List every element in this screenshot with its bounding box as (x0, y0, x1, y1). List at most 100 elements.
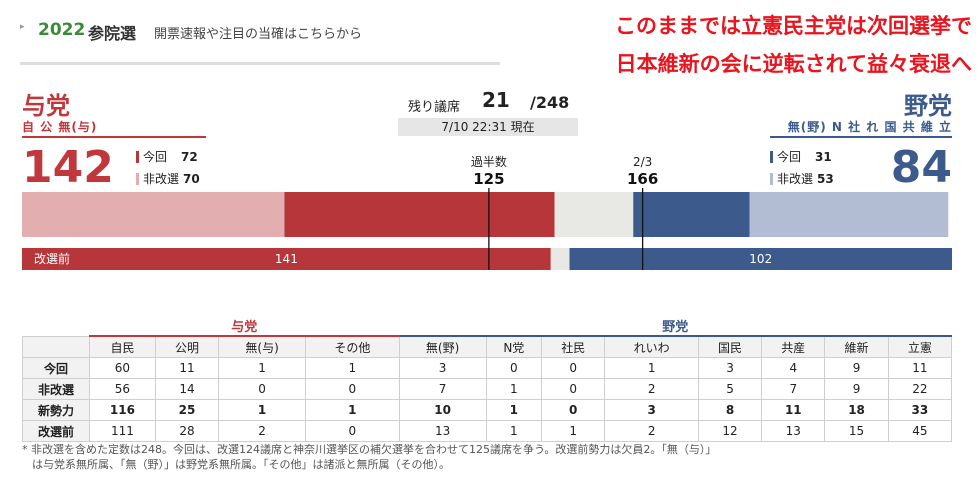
table-cell: 56 (89, 378, 156, 400)
group-opposition-label: 野党 (662, 319, 689, 335)
table-corner (22, 315, 90, 336)
table-cell: 3 (398, 357, 487, 379)
overlay-caption-line2: 日本維新の会に逆転されて益々衰退へ (615, 52, 972, 76)
footnote-line1: * 非改選を含めた定数は248。今回は、改選124議席と神奈川選挙区の補欠選挙を… (22, 443, 717, 456)
table-cell: 8 (697, 399, 763, 421)
table-cell: 1 (541, 420, 606, 442)
total-seats: /248 (530, 93, 570, 112)
previous-ruling-bar (22, 248, 551, 270)
table-cell: 33 (887, 399, 953, 421)
header-arrow-icon: ▸ (20, 22, 25, 32)
ruling-current-row: 今回 72 (136, 148, 198, 165)
remaining-seats-label: 残り議席 (408, 100, 461, 115)
table-cell: 1 (485, 378, 543, 400)
column-header: 維新 (824, 335, 889, 358)
footnote: * 非改選を含めた定数は248。今回は、改選124議席と神奈川選挙区の補欠選挙を… (22, 442, 952, 472)
opposition-noncontest-marker (770, 173, 773, 185)
column-header: 共産 (761, 335, 826, 358)
table-cell: 0 (305, 420, 400, 442)
ruling-noncontest-label: 非改選 (143, 172, 180, 186)
table-cell: 22 (887, 378, 953, 400)
table-cell: 45 (887, 420, 953, 442)
seat-table: 与党 野党 自民 公明 無(与) その他 無(野) N党 社民 れいわ 国民 共産 維新 立憲 今回 6… (22, 315, 953, 442)
column-header-blank (22, 335, 90, 358)
table-cell: 111 (89, 420, 156, 442)
opposition-current-value: 31 (815, 150, 832, 164)
table-cell: 2 (604, 378, 699, 400)
previous-vacant-bar (550, 248, 570, 270)
ruling-noncontest-bar (22, 192, 285, 237)
update-timestamp: 7/10 22:31 現在 (398, 118, 578, 136)
column-header: 社民 (541, 335, 606, 358)
column-header: 公明 (154, 335, 220, 358)
ruling-bloc-title: 与党 (22, 92, 70, 120)
table-cell: 12 (697, 420, 763, 442)
ruling-noncontest-marker (136, 173, 139, 185)
table-cell: 28 (154, 420, 220, 442)
table-cell: 11 (761, 399, 826, 421)
column-header: N党 (485, 335, 543, 358)
table-cell: 3 (604, 399, 699, 421)
table-row: 改選前 111 28 2 0 13 1 1 2 12 13 15 45 (22, 420, 953, 442)
ruling-divider (22, 136, 206, 138)
opposition-bloc-parties: 無(野) N 社 れ 国 共 維 立 (787, 120, 952, 134)
marker-label: 過半数 (471, 154, 507, 169)
ruling-noncontest-value: 70 (183, 172, 200, 186)
table-cell: 0 (541, 357, 606, 379)
table-cell: 0 (541, 378, 606, 400)
table-cell: 116 (89, 399, 156, 421)
ruling-bloc-parties: 自 公 無(与) (22, 120, 98, 134)
opposition-current-bar (633, 192, 750, 237)
table-cell: 3 (697, 357, 763, 379)
table-cell: 14 (154, 378, 220, 400)
table-cell: 13 (761, 420, 826, 442)
table-cell: 60 (89, 357, 156, 379)
table-cell: 1 (485, 399, 543, 421)
previous-ruling-value: 141 (275, 252, 298, 266)
opposition-current-label: 今回 (777, 150, 802, 164)
table-cell: 25 (154, 399, 220, 421)
ruling-total-seats: 142 (22, 142, 114, 193)
row-header: 改選前 (22, 420, 90, 442)
column-header: 無(野) (398, 335, 487, 358)
row-header: 新勢力 (22, 399, 90, 421)
ruling-current-value: 72 (181, 150, 198, 164)
election-title[interactable]: 参院選 (88, 24, 137, 43)
remaining-bar (554, 192, 634, 237)
column-header-row: 自民 公明 無(与) その他 無(野) N党 社民 れいわ 国民 共産 維新 立憲 (22, 335, 953, 358)
table-cell: 0 (541, 399, 606, 421)
ruling-noncontest-row: 非改選 70 (136, 170, 200, 187)
table-cell: 11 (887, 357, 953, 379)
results-link[interactable]: 開票速報や注目の当確はこちらから (154, 27, 363, 42)
table-cell: 1 (218, 357, 307, 379)
opposition-current-marker (770, 151, 773, 163)
table-cell: 1 (218, 399, 307, 421)
ruling-current-label: 今回 (143, 150, 168, 164)
table-cell: 2 (218, 420, 307, 442)
ruling-current-bar (284, 192, 555, 237)
table-cell: 2 (604, 420, 699, 442)
table-cell: 11 (154, 357, 220, 379)
column-header: 無(与) (218, 335, 307, 358)
table-cell: 7 (398, 378, 487, 400)
opposition-total-seats: 84 (890, 142, 952, 193)
table-cell: 7 (761, 378, 826, 400)
election-year[interactable]: 2022 (38, 20, 86, 40)
opposition-noncontest-label: 非改選 (777, 172, 814, 186)
table-cell: 4 (761, 357, 826, 379)
table-cell: 0 (305, 378, 400, 400)
overlay-caption-line1: このままでは立憲民主党は次回選挙で (615, 14, 972, 38)
opposition-divider (770, 136, 952, 138)
opposition-current-row: 今回 31 (770, 148, 832, 165)
column-header: 国民 (697, 335, 763, 358)
table-cell: 5 (697, 378, 763, 400)
table-cell: 10 (398, 399, 487, 421)
table-cell: 9 (824, 357, 889, 379)
table-row: 非改選 56 14 0 0 7 1 0 2 5 7 9 22 (22, 378, 953, 400)
previous-bar-label: 改選前 (34, 251, 70, 266)
table-cell: 15 (824, 420, 889, 442)
seat-table-body: 今回 60 11 1 1 3 0 0 1 3 4 9 11 非改選 56 14 0 0 7 1 0 2 5 7 9 22 新勢力 11… (22, 357, 953, 442)
table-cell: 1 (485, 420, 543, 442)
table-cell: 0 (218, 378, 307, 400)
